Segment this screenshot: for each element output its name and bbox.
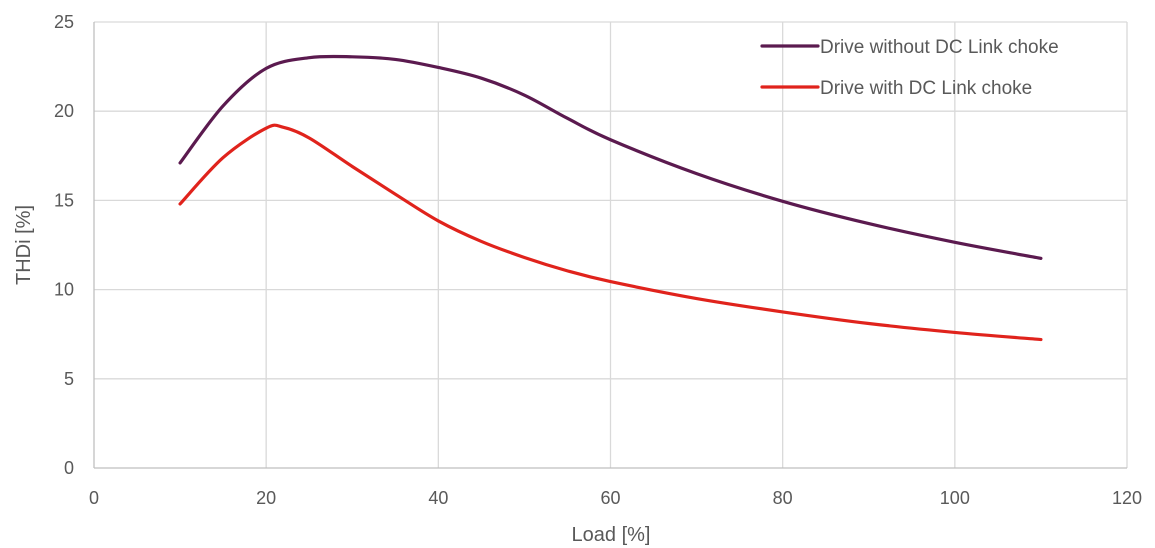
series-lines (178, 54, 1043, 342)
series-line-with-dc-link-choke (178, 123, 1043, 342)
legend: Drive without DC Link choke Drive with DC… (760, 37, 1059, 99)
x-tick-label: 0 (89, 488, 99, 508)
legend-label: Drive without DC Link choke (820, 37, 1059, 58)
y-axis-tick-labels: 0 5 10 15 20 25 (54, 12, 74, 478)
x-tick-label: 80 (773, 488, 793, 508)
x-tick-label: 120 (1112, 488, 1142, 508)
x-tick-label: 20 (256, 488, 276, 508)
y-tick-label: 0 (64, 458, 74, 478)
x-axis-tick-labels: 0 20 40 60 80 100 120 (89, 488, 1142, 508)
y-tick-label: 10 (54, 280, 74, 300)
y-axis-title: THDi [%] (13, 205, 35, 285)
grid (94, 21, 1128, 468)
y-tick-label: 5 (64, 369, 74, 389)
x-axis-title: Load [%] (572, 524, 651, 546)
y-tick-label: 20 (54, 101, 74, 121)
x-tick-label: 100 (940, 488, 970, 508)
axes (93, 22, 1127, 469)
x-tick-label: 60 (600, 488, 620, 508)
series-line-without-dc-link-choke (178, 54, 1043, 260)
x-tick-label: 40 (428, 488, 448, 508)
legend-label: Drive with DC Link choke (820, 78, 1032, 99)
y-tick-label: 15 (54, 190, 74, 210)
y-tick-label: 25 (54, 12, 74, 32)
